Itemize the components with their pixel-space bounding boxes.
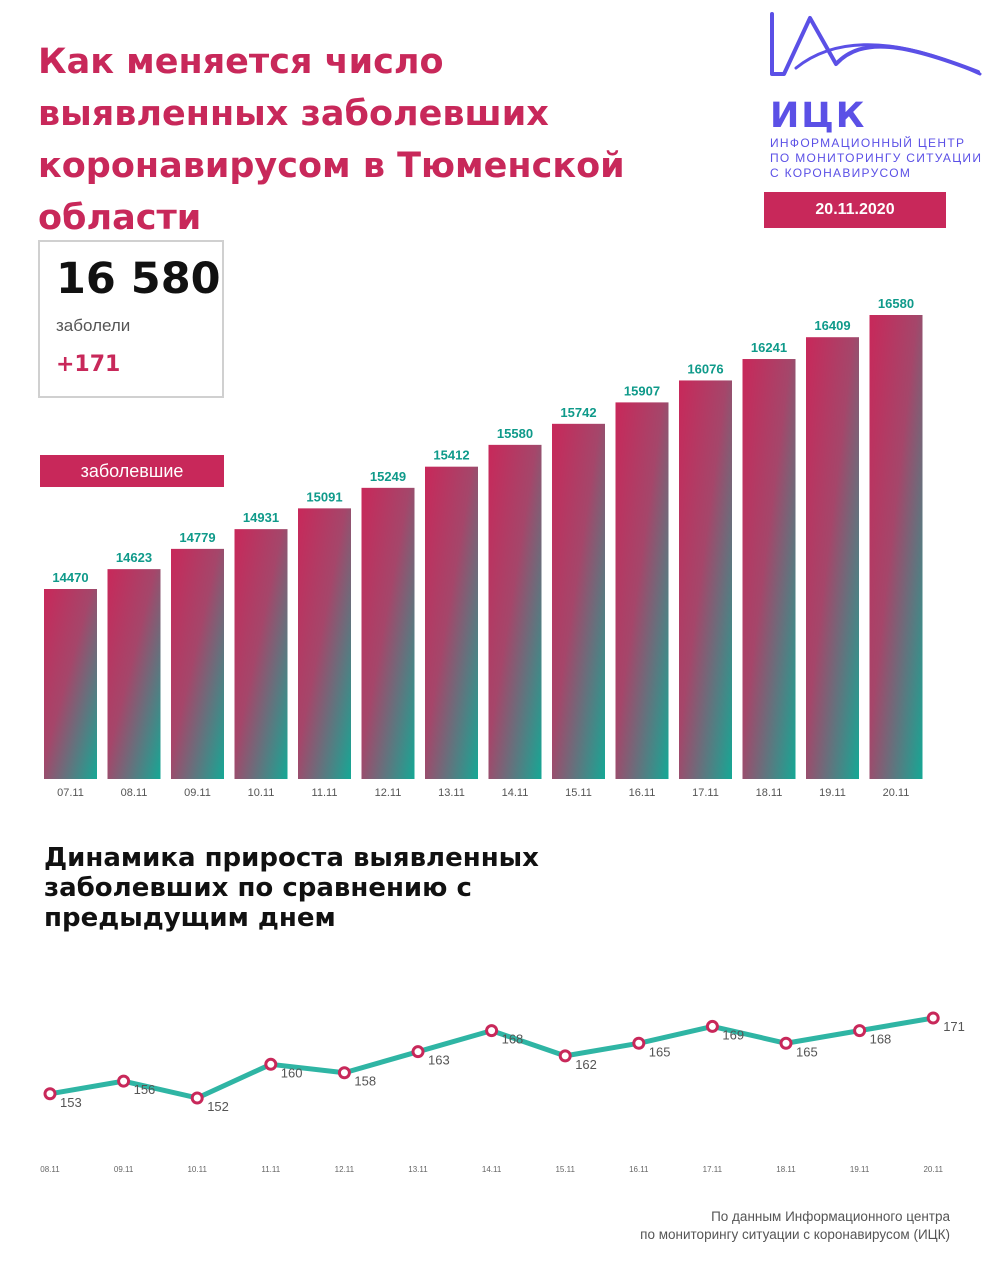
bar-value-label: 16409 [814, 318, 850, 333]
cumulative-cases-bar-chart: 14470 07.11 14623 08.11 14779 09.11 14931 10.11… [44, 296, 923, 799]
point-16.11 [632, 1036, 646, 1050]
point-18.11 [779, 1036, 793, 1050]
source-line-1: По данным Информационного центра [711, 1209, 950, 1224]
bar-19.11 [806, 337, 859, 779]
x-tick-label: 10.11 [248, 787, 275, 799]
point-value-label: 169 [722, 1027, 744, 1042]
point-value-label: 152 [207, 1099, 229, 1114]
bar-value-label: 14931 [243, 510, 279, 525]
bar-17.11 [679, 380, 732, 779]
point-value-label: 160 [281, 1065, 303, 1080]
logo-curve-icon [770, 12, 982, 76]
x-tick-label: 18.11 [776, 1165, 796, 1174]
bar-15.11 [552, 423, 605, 779]
x-tick-label: 10.11 [187, 1165, 207, 1174]
x-tick-label: 08.11 [121, 787, 148, 799]
bar-value-label: 16076 [687, 361, 723, 376]
total-cases-card: 16 580 заболели +171 [38, 240, 224, 398]
x-tick-label: 08.11 [40, 1165, 60, 1174]
bar-value-label: 15412 [433, 448, 469, 463]
x-tick-label: 07.11 [57, 787, 84, 799]
point-value-label: 165 [796, 1044, 818, 1059]
bar-08.11 [107, 569, 161, 779]
date-badge: 20.11.2020 [764, 192, 946, 228]
total-cases-label: заболели [56, 316, 131, 335]
ick-logo: ИЦК ИНФОРМАЦИОННЫЙ ЦЕНТР ПО МОНИТОРИНГУ … [766, 10, 986, 190]
logo-name: ИЦК [770, 96, 867, 136]
point-value-label: 168 [502, 1032, 524, 1047]
point-20.11 [926, 1011, 940, 1025]
bar-value-label: 15907 [624, 383, 660, 398]
x-tick-label: 17.11 [703, 1165, 723, 1174]
x-tick-label: 16.11 [629, 1165, 649, 1174]
x-tick-label: 12.11 [375, 787, 402, 799]
point-17.11 [705, 1019, 719, 1033]
logo-subtitle: ИНФОРМАЦИОННЫЙ ЦЕНТР ПО МОНИТОРИНГУ СИТУ… [770, 136, 983, 180]
point-value-label: 163 [428, 1053, 450, 1068]
x-tick-label: 11.11 [312, 787, 338, 799]
bar-10.11 [234, 529, 288, 779]
bar-07.11 [44, 589, 97, 779]
point-value-label: 162 [575, 1057, 597, 1072]
source-note: По данным Информационного центра по мони… [490, 1208, 950, 1244]
point-value-label: 168 [870, 1032, 892, 1047]
bar-value-label: 15091 [306, 489, 342, 504]
point-09.11 [117, 1074, 131, 1088]
point-13.11 [411, 1045, 425, 1059]
x-tick-label: 09.11 [184, 787, 211, 799]
x-tick-label: 09.11 [114, 1165, 134, 1174]
x-tick-label: 13.11 [408, 1165, 428, 1174]
bar-13.11 [425, 466, 478, 779]
x-tick-label: 14.11 [482, 1165, 502, 1174]
daily-increase-value: +171 [56, 352, 121, 377]
point-12.11 [337, 1066, 351, 1080]
point-value-label: 158 [354, 1074, 376, 1089]
bar-12.11 [361, 487, 415, 779]
x-tick-label: 14.11 [502, 787, 529, 799]
bar-11.11 [298, 508, 351, 779]
point-14.11 [485, 1024, 499, 1038]
point-19.11 [853, 1024, 867, 1038]
line-chart-title: Динамика прироста выявленных заболевших … [44, 843, 539, 933]
bar-14.11 [488, 444, 542, 779]
bar-value-label: 16241 [751, 340, 787, 355]
point-value-label: 153 [60, 1095, 82, 1110]
bar-value-label: 14623 [116, 550, 152, 565]
page-title: Как меняется число выявленных заболевших… [38, 42, 625, 238]
source-line-2: по мониторингу ситуации с коронавирусом … [640, 1227, 950, 1242]
point-11.11 [264, 1057, 278, 1071]
series-label-badge: заболевшие [40, 455, 224, 487]
point-value-label: 171 [943, 1019, 965, 1034]
bar-09.11 [171, 548, 224, 779]
bar-16.11 [615, 402, 669, 779]
x-tick-label: 15.11 [555, 1165, 575, 1174]
daily-increase-line-chart: 153 08.11 156 09.11 152 10.11 160 11.11 158 12.11… [40, 1011, 965, 1174]
x-tick-label: 19.11 [819, 787, 846, 799]
point-value-label: 165 [649, 1044, 671, 1059]
x-tick-label: 18.11 [756, 787, 783, 799]
x-tick-label: 15.11 [565, 787, 592, 799]
x-tick-label: 16.11 [629, 787, 656, 799]
bar-value-label: 16580 [878, 296, 914, 311]
bar-18.11 [742, 359, 796, 779]
bar-20.11 [869, 315, 923, 779]
point-08.11 [43, 1087, 57, 1101]
bar-value-label: 14470 [52, 570, 88, 585]
x-tick-label: 17.11 [692, 787, 719, 799]
x-tick-label: 19.11 [850, 1165, 870, 1174]
bar-value-label: 15249 [370, 469, 406, 484]
point-10.11 [190, 1091, 204, 1105]
point-15.11 [558, 1049, 572, 1063]
point-value-label: 156 [134, 1082, 156, 1097]
x-tick-label: 12.11 [335, 1165, 355, 1174]
bar-value-label: 14779 [179, 530, 215, 545]
x-tick-label: 11.11 [261, 1165, 280, 1174]
x-tick-label: 13.11 [438, 787, 465, 799]
bar-value-label: 15580 [497, 426, 533, 441]
x-tick-label: 20.11 [883, 787, 910, 799]
x-tick-label: 20.11 [923, 1165, 943, 1174]
total-cases-value: 16 580 [56, 254, 221, 304]
bar-value-label: 15742 [560, 405, 596, 420]
